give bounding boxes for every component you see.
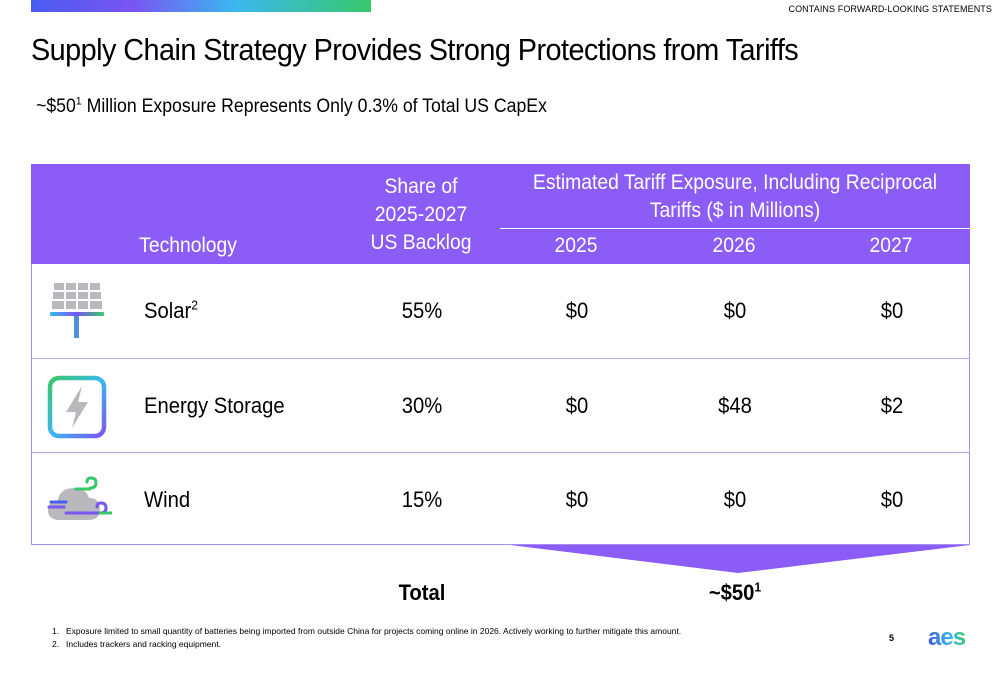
forward-looking-disclaimer: CONTAINS FORWARD-LOOKING STATEMENTS [788, 4, 992, 14]
top-gradient-bar [31, 0, 371, 12]
exposure-2026: $0 [723, 298, 747, 323]
exposure-2025: $0 [565, 487, 589, 512]
share-value: 15% [401, 487, 443, 512]
header-year-2027: 2027 [869, 234, 913, 257]
slide-title: Supply Chain Strategy Provides Strong Pr… [31, 32, 799, 67]
exposure-2025: $0 [565, 298, 589, 323]
footnotes: 1. Exposure limited to small quantity of … [52, 625, 681, 651]
exposure-2026: $0 [723, 487, 747, 512]
table-row-wind: Wind 15% $0 $0 $0 [32, 452, 969, 546]
exposure-2027: $2 [880, 393, 904, 418]
header-share-of-backlog: Share of 2025-2027 US Backlog [370, 175, 472, 254]
energy-storage-icon [47, 375, 107, 439]
table-body: Solar2 55% $0 $0 $0 Energy Storage 30% $… [31, 264, 970, 545]
header-year-2025: 2025 [554, 234, 598, 257]
exposure-2027: $0 [880, 487, 904, 512]
total-funnel-arrow [510, 545, 970, 573]
total-label: Total [398, 580, 446, 605]
aes-logo: aes [928, 624, 967, 651]
technology-label: Energy Storage [144, 393, 285, 418]
header-divider [500, 228, 970, 229]
share-value: 55% [401, 298, 443, 323]
total-value: ~$501 [708, 579, 762, 605]
tariff-exposure-table: Technology Share of 2025-2027 US Backlog… [31, 164, 970, 545]
header-year-2026: 2026 [712, 234, 756, 257]
table-row-energy-storage: Energy Storage 30% $0 $48 $2 [32, 358, 969, 452]
footnote-item: 1. Exposure limited to small quantity of … [52, 626, 682, 636]
share-value: 30% [401, 393, 443, 418]
exposure-2026: $48 [718, 393, 752, 418]
table-header: Technology Share of 2025-2027 US Backlog… [31, 164, 970, 264]
footnote-item: 2. Includes trackers and racking equipmen… [52, 639, 221, 649]
slide-subtitle: ~$501 Million Exposure Represents Only 0… [36, 95, 547, 117]
wind-cloud-icon [47, 476, 112, 520]
svg-text:aes: aes [928, 624, 966, 651]
table-row-solar: Solar2 55% $0 $0 $0 [32, 264, 969, 358]
exposure-2027: $0 [880, 298, 904, 323]
header-estimated-exposure: Estimated Tariff Exposure, Including Rec… [532, 171, 938, 222]
technology-label: Solar2 [144, 297, 199, 323]
header-technology: Technology [139, 234, 237, 257]
technology-label: Wind [144, 487, 191, 512]
page-number: 5 [889, 633, 895, 643]
solar-panel-icon [50, 283, 104, 338]
exposure-2025: $0 [565, 393, 589, 418]
